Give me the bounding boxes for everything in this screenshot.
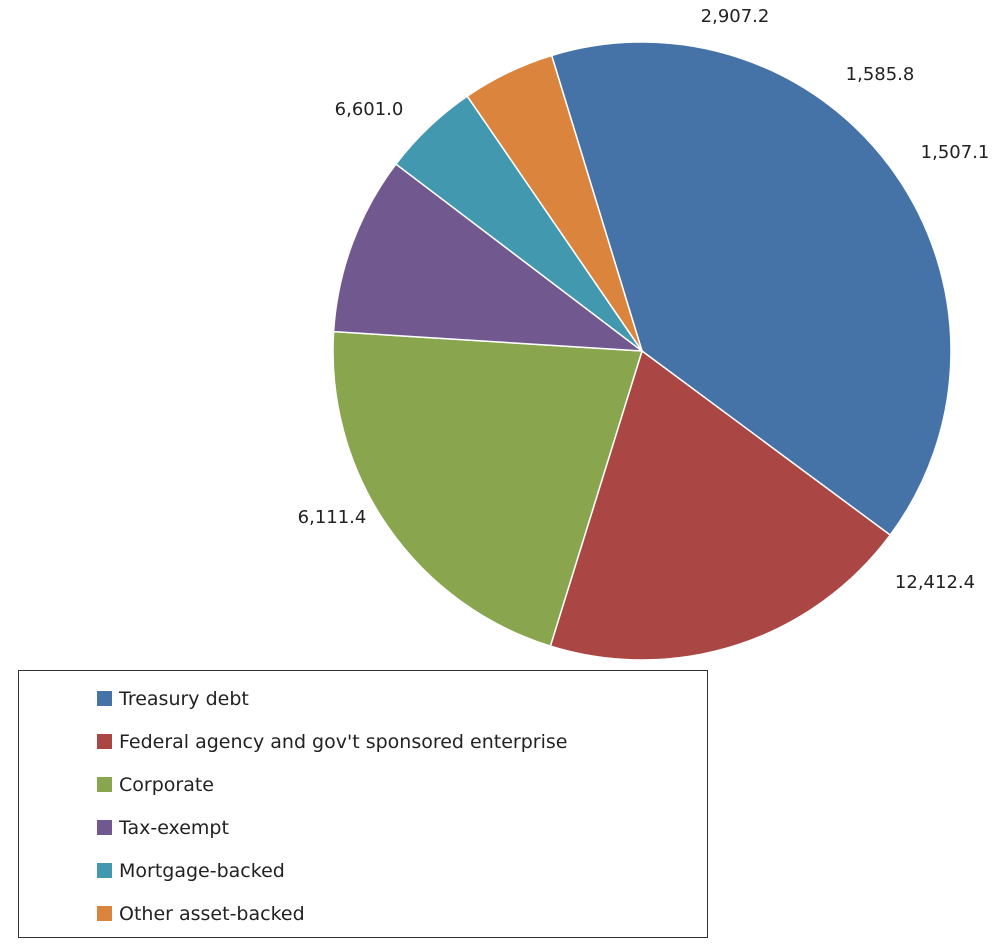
data-label: 6,601.0 (335, 99, 404, 120)
legend-swatch (97, 734, 112, 749)
legend-swatch (97, 863, 112, 878)
data-label: 12,412.4 (895, 572, 975, 593)
legend-swatch (97, 906, 112, 921)
pie-slice-tax-exempt (332, 163, 645, 352)
legend-label: Corporate (119, 773, 214, 796)
legend-swatch (97, 820, 112, 835)
legend-label: Treasury debt (119, 687, 249, 710)
pie-slice-other-asset-backed (466, 54, 643, 352)
legend-item-tax-exempt: Tax-exempt (19, 806, 707, 849)
legend-swatch (97, 691, 112, 706)
legend-label: Other asset-backed (119, 902, 305, 925)
legend-item-federal-agency: Federal agency and gov't sponsored enter… (19, 720, 707, 763)
legend-item-other-asset-backed: Other asset-backed (19, 892, 707, 935)
legend-item-mortgage-backed: Mortgage-backed (19, 849, 707, 892)
data-label: 2,907.2 (701, 6, 770, 27)
legend-swatch (97, 777, 112, 792)
legend-item-corporate: Corporate (19, 763, 707, 806)
legend-item-treasury-debt: Treasury debt (19, 677, 707, 720)
pie-chart: 12,412.4 6,111.4 6,601.0 2,907.2 1,585.8 1,50… (298, 6, 990, 661)
pie-slice-treasury-debt (550, 41, 952, 537)
legend-label: Tax-exempt (119, 816, 229, 839)
legend-label: Federal agency and gov't sponsored enter… (119, 730, 568, 753)
data-label: 6,111.4 (298, 507, 367, 528)
legend-label: Mortgage-backed (119, 859, 285, 882)
pie-slice-corporate (332, 330, 643, 648)
data-label: 1,585.8 (846, 64, 915, 85)
pie-slice-federal-agency-and-gov-t-sponsored-enterprise (549, 349, 892, 661)
data-label: 1,507.1 (921, 142, 990, 163)
legend: Treasury debt Federal agency and gov't s… (18, 670, 708, 938)
